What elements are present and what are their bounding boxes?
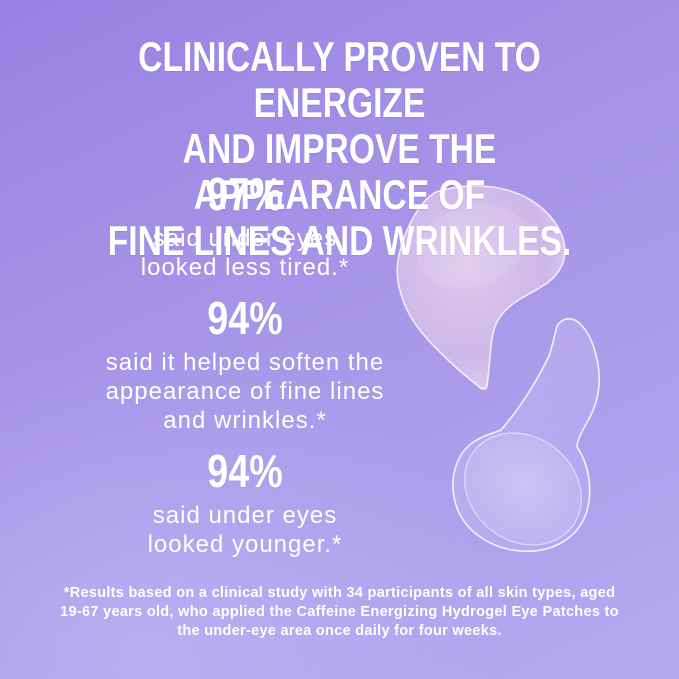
headline: CLINICALLY PROVEN TO ENERGIZE AND IMPROV… <box>107 33 572 264</box>
stat-item-younger: 94% said under eyes looked younger.* <box>78 447 412 559</box>
stat-value: 94% <box>207 292 283 344</box>
hydrogel-patch-purple-image <box>452 317 600 552</box>
stats-list: 97% said under eyes looked less tired.* … <box>78 170 412 559</box>
purple-patch-highlight <box>463 432 583 546</box>
stat-item-fine-lines: 94% said it helped soften the appearance… <box>78 294 412 435</box>
stat-description: said under eyes looked younger.* <box>147 502 343 558</box>
footnote: *Results based on a clinical study with … <box>60 585 619 639</box>
stat-item-less-tired: 97% said under eyes looked less tired.* <box>78 170 412 282</box>
stat-description: said under eyes looked less tired.* <box>140 225 350 281</box>
stat-value: 97% <box>207 168 283 220</box>
stat-value: 94% <box>207 445 283 497</box>
stat-description: said it helped soften the appearance of … <box>105 349 385 434</box>
